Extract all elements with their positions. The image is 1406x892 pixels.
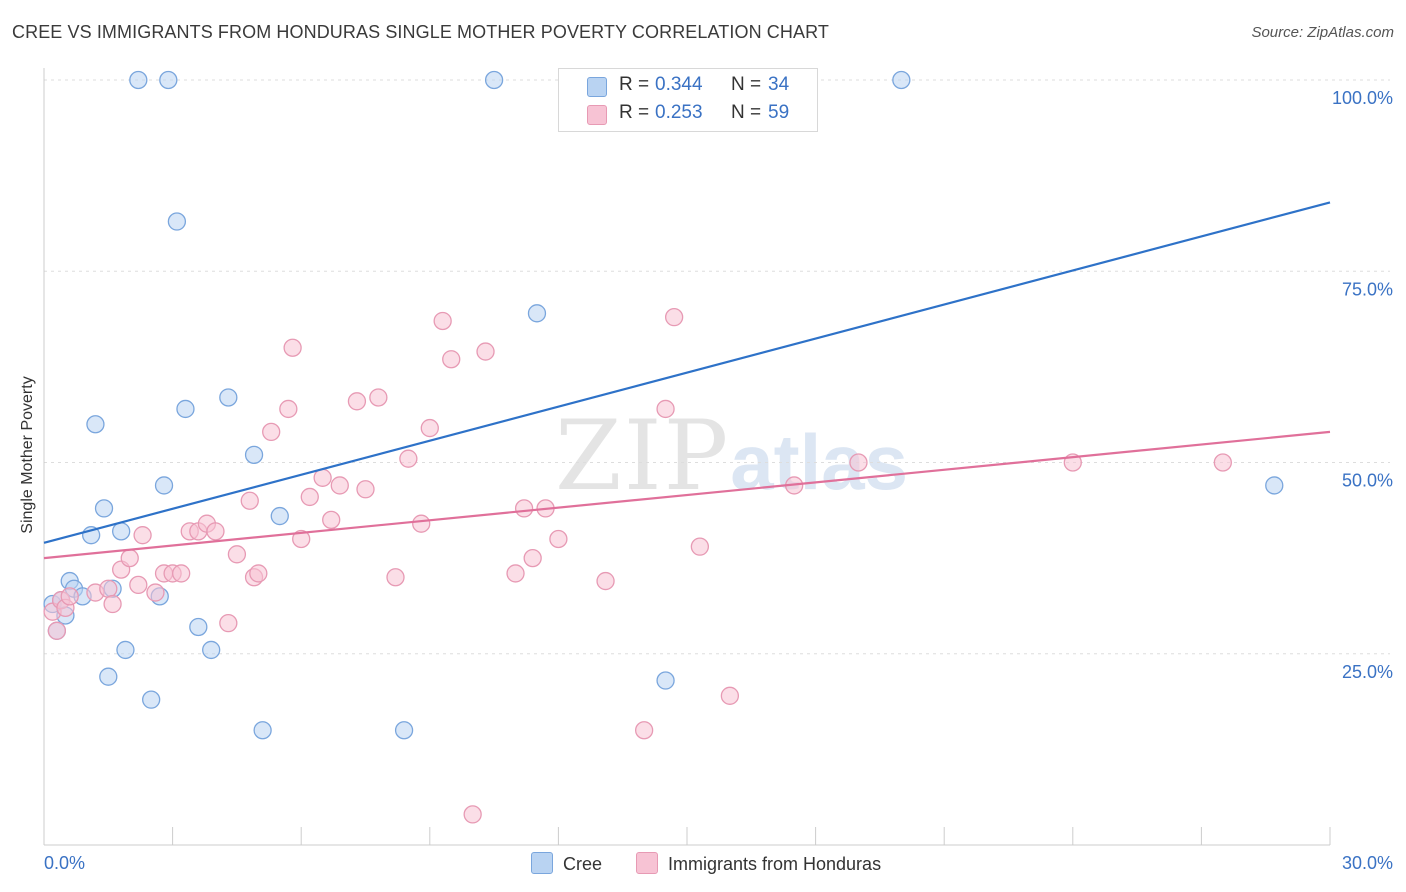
point-honduras — [720, 686, 740, 705]
point-honduras — [322, 510, 341, 530]
point-honduras — [463, 805, 482, 824]
point-honduras — [146, 583, 165, 602]
legend-r-value-cree: 0.344 — [655, 74, 703, 95]
point-honduras — [523, 548, 542, 568]
point-cree — [244, 445, 264, 465]
point-honduras — [120, 548, 139, 568]
point-honduras — [664, 307, 684, 327]
point-honduras — [262, 422, 281, 442]
point-honduras — [99, 579, 118, 598]
point-honduras — [240, 491, 259, 510]
point-honduras — [279, 399, 298, 419]
point-cree — [202, 640, 221, 660]
point-honduras — [103, 594, 122, 614]
point-honduras — [634, 721, 654, 740]
point-honduras — [283, 338, 302, 357]
point-cree — [1265, 476, 1284, 495]
point-honduras — [227, 545, 247, 564]
point-honduras — [514, 499, 534, 518]
point-honduras — [219, 614, 238, 633]
legend-swatch-cree — [587, 77, 607, 97]
legend-swatch-honduras — [636, 852, 658, 874]
chart-title: CREE VS IMMIGRANTS FROM HONDURAS SINGLE … — [12, 22, 829, 42]
point-cree — [394, 721, 414, 740]
legend-r-value-honduras: 0.253 — [655, 102, 703, 123]
y-tick-label: 100.0% — [1332, 88, 1393, 108]
point-cree — [527, 304, 547, 323]
point-cree — [656, 671, 675, 690]
source-credit: Source: ZipAtlas.com — [1251, 24, 1394, 41]
point-honduras — [420, 418, 439, 438]
point-cree — [112, 522, 131, 541]
point-cree — [129, 70, 148, 90]
legend-n-value-cree: 34 — [768, 74, 790, 95]
legend-item-cree: Cree — [531, 852, 602, 875]
point-cree — [116, 640, 135, 660]
legend-label-cree: Cree — [563, 854, 603, 874]
x-tick-label: 0.0% — [44, 853, 85, 873]
x-tick-label: 30.0% — [1342, 853, 1393, 873]
point-honduras — [330, 476, 349, 495]
point-honduras — [399, 449, 418, 468]
legend-row-cree: R = 0.344 N = 34 — [559, 72, 817, 100]
legend-n-label: N = — [731, 102, 762, 123]
point-honduras — [442, 350, 461, 369]
legend-row-honduras: R = 0.253 N = 59 — [559, 100, 817, 128]
point-honduras — [476, 342, 495, 361]
point-honduras — [249, 564, 268, 583]
legend-swatch-honduras — [587, 105, 607, 125]
y-tick-label: 25.0% — [1342, 662, 1393, 682]
point-cree — [142, 690, 161, 709]
point-cree — [154, 476, 174, 495]
point-honduras — [292, 529, 311, 549]
series-legend: Cree Immigrants from Honduras — [0, 852, 1406, 878]
point-cree — [167, 212, 187, 231]
point-honduras — [60, 587, 79, 606]
legend-item-honduras: Immigrants from Honduras — [636, 852, 881, 875]
legend-n-value-honduras: 59 — [768, 102, 790, 123]
legend-swatch-cree — [531, 852, 553, 874]
point-cree — [892, 70, 911, 90]
trendline-cree — [43, 201, 1331, 544]
point-honduras — [133, 526, 152, 545]
point-honduras — [313, 468, 332, 487]
point-cree — [176, 399, 195, 419]
y-tick-label: 75.0% — [1342, 279, 1393, 299]
point-cree — [86, 415, 105, 434]
point-honduras — [656, 399, 675, 419]
point-honduras — [433, 311, 452, 331]
correlation-legend: R = 0.344 N = 34 R = 0.253 N = 59 — [558, 68, 818, 132]
point-honduras — [47, 621, 67, 640]
point-honduras — [347, 392, 367, 411]
point-cree — [94, 499, 114, 518]
point-honduras — [129, 575, 148, 595]
point-honduras — [690, 537, 710, 556]
point-cree — [99, 667, 118, 686]
point-honduras — [369, 388, 388, 407]
point-honduras — [300, 487, 319, 507]
point-honduras — [549, 529, 568, 549]
point-honduras — [172, 564, 191, 583]
point-cree — [219, 388, 238, 407]
point-honduras — [506, 564, 525, 583]
point-honduras — [596, 571, 615, 591]
point-cree — [189, 617, 208, 637]
y-tick-label: 50.0% — [1342, 471, 1393, 491]
point-cree — [270, 506, 289, 526]
point-honduras — [1213, 453, 1232, 472]
point-cree — [484, 70, 504, 90]
point-honduras — [356, 480, 375, 499]
legend-r-label: R = — [619, 102, 650, 123]
point-honduras — [386, 568, 405, 587]
legend-n-label: N = — [731, 74, 762, 95]
point-honduras — [849, 453, 868, 472]
point-cree — [253, 721, 272, 740]
point-cree — [159, 70, 178, 90]
trendline-honduras — [43, 430, 1331, 560]
legend-r-label: R = — [619, 74, 650, 95]
legend-label-honduras: Immigrants from Honduras — [668, 854, 882, 874]
point-honduras — [206, 522, 225, 541]
point-honduras — [412, 514, 431, 533]
